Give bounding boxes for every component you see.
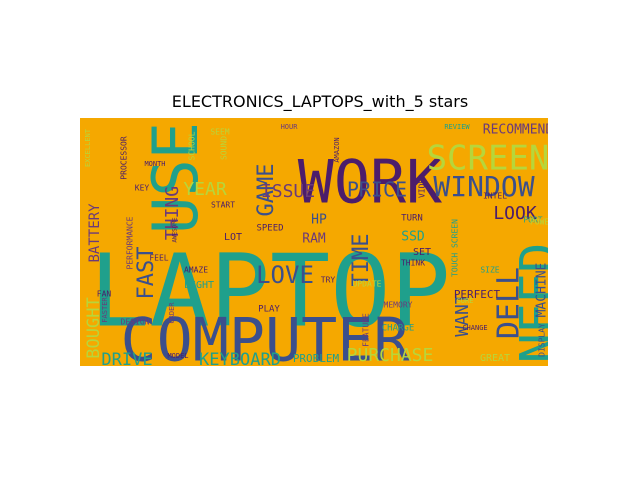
word-drive: DRIVE	[101, 350, 152, 366]
word-power: POWER	[530, 218, 548, 227]
word-size: SIZE	[480, 266, 499, 275]
word-month: MONTH	[144, 160, 165, 168]
word-review: REVIEW	[444, 123, 470, 131]
word-game: GAME	[254, 164, 279, 217]
word-play: PLAY	[258, 305, 280, 315]
word-light: LIGHT	[184, 280, 214, 291]
word-display: DISPLAY	[538, 323, 547, 357]
word-amaze: AMAZE	[184, 266, 208, 275]
word-window: WINDOW	[433, 170, 534, 203]
word-intel: INTEL	[483, 192, 507, 201]
word-computer: COMPUTER	[121, 306, 411, 366]
word-ssd: SSD	[401, 230, 425, 245]
word-start: START	[211, 201, 235, 210]
word-sound: SOUND	[220, 136, 229, 160]
word-processor: PROCESSOR	[120, 136, 129, 180]
word-excellent: EXCELLENT	[84, 128, 92, 167]
word-love: LOVE	[256, 261, 314, 289]
word-feel: FEEL	[149, 254, 168, 263]
cloud-background	[80, 118, 548, 366]
word-keyboard: KEYBOARD	[199, 350, 281, 366]
word-lot: LOT	[224, 232, 242, 243]
word-want: WANT	[452, 293, 473, 337]
word-try: TRY	[321, 276, 336, 285]
word-key: KEY	[135, 184, 150, 193]
word-update: UPDATE	[353, 280, 382, 289]
word-machine: MACHINE	[535, 263, 549, 318]
word-problem: PROBLEM	[293, 352, 340, 365]
word-performance: PERFORMANCE	[126, 216, 135, 269]
word-issue: ISSUE	[261, 181, 315, 202]
word-charge: CHARGE	[382, 324, 415, 334]
word-purchase: PURCHASE	[347, 345, 434, 366]
word-perfect: PERFECT	[454, 288, 501, 301]
word-year: YEAR	[183, 179, 227, 200]
word-faster: FASTER	[101, 297, 109, 323]
word-dell: DELL	[492, 267, 527, 339]
word-work: WORK	[298, 148, 443, 218]
word-order: ORDER	[168, 302, 176, 324]
word-screen: SCREEN	[427, 139, 548, 179]
word-ram: RAM	[302, 232, 326, 247]
word-awesome: AWESOME	[172, 217, 179, 243]
word-time: TIME	[349, 234, 374, 287]
word-think: THINK	[401, 259, 425, 268]
word-hp: HP	[311, 213, 327, 228]
word-sure: SURE	[457, 297, 474, 305]
word-port: PORT	[523, 216, 542, 225]
word-turn: TURN	[401, 214, 423, 224]
word-look: LOOK	[493, 203, 537, 224]
word-amazon: AMAZON	[333, 137, 341, 162]
word-change: CHANGE	[462, 324, 487, 332]
word-fan: FAN	[97, 290, 112, 299]
word-battery: BATTERY	[87, 203, 103, 263]
word-price: PRICE	[347, 178, 407, 202]
word-video: VIDEO	[418, 174, 427, 198]
word-thing: THING	[162, 186, 183, 240]
word-set: SET	[413, 247, 431, 258]
word-touch-screen: TOUCH SCREEN	[451, 219, 460, 277]
word-hour: HOUR	[281, 123, 299, 131]
word-seem: SEEM	[210, 128, 229, 137]
word-need: NEED	[510, 243, 549, 363]
word-feature: FEATURE	[362, 313, 371, 347]
word-memory: MEMORY	[384, 301, 413, 310]
word-bought: BOUGHT	[84, 297, 104, 358]
word-laptop: LAPTOP	[89, 232, 450, 349]
word-model: MODEL	[167, 352, 188, 360]
figure-title: ELECTRONICS_LAPTOPS_with_5 stars	[171, 92, 469, 111]
word-recommend: RECOMMEND	[483, 123, 548, 138]
word-fast: FAST	[134, 247, 159, 300]
word-use: USE	[139, 122, 212, 234]
word-great: GREAT	[480, 353, 510, 364]
word-speed: SPEED	[256, 224, 283, 234]
word-school: SCHOOL	[188, 131, 197, 160]
word-design: DESIGN	[121, 318, 150, 327]
